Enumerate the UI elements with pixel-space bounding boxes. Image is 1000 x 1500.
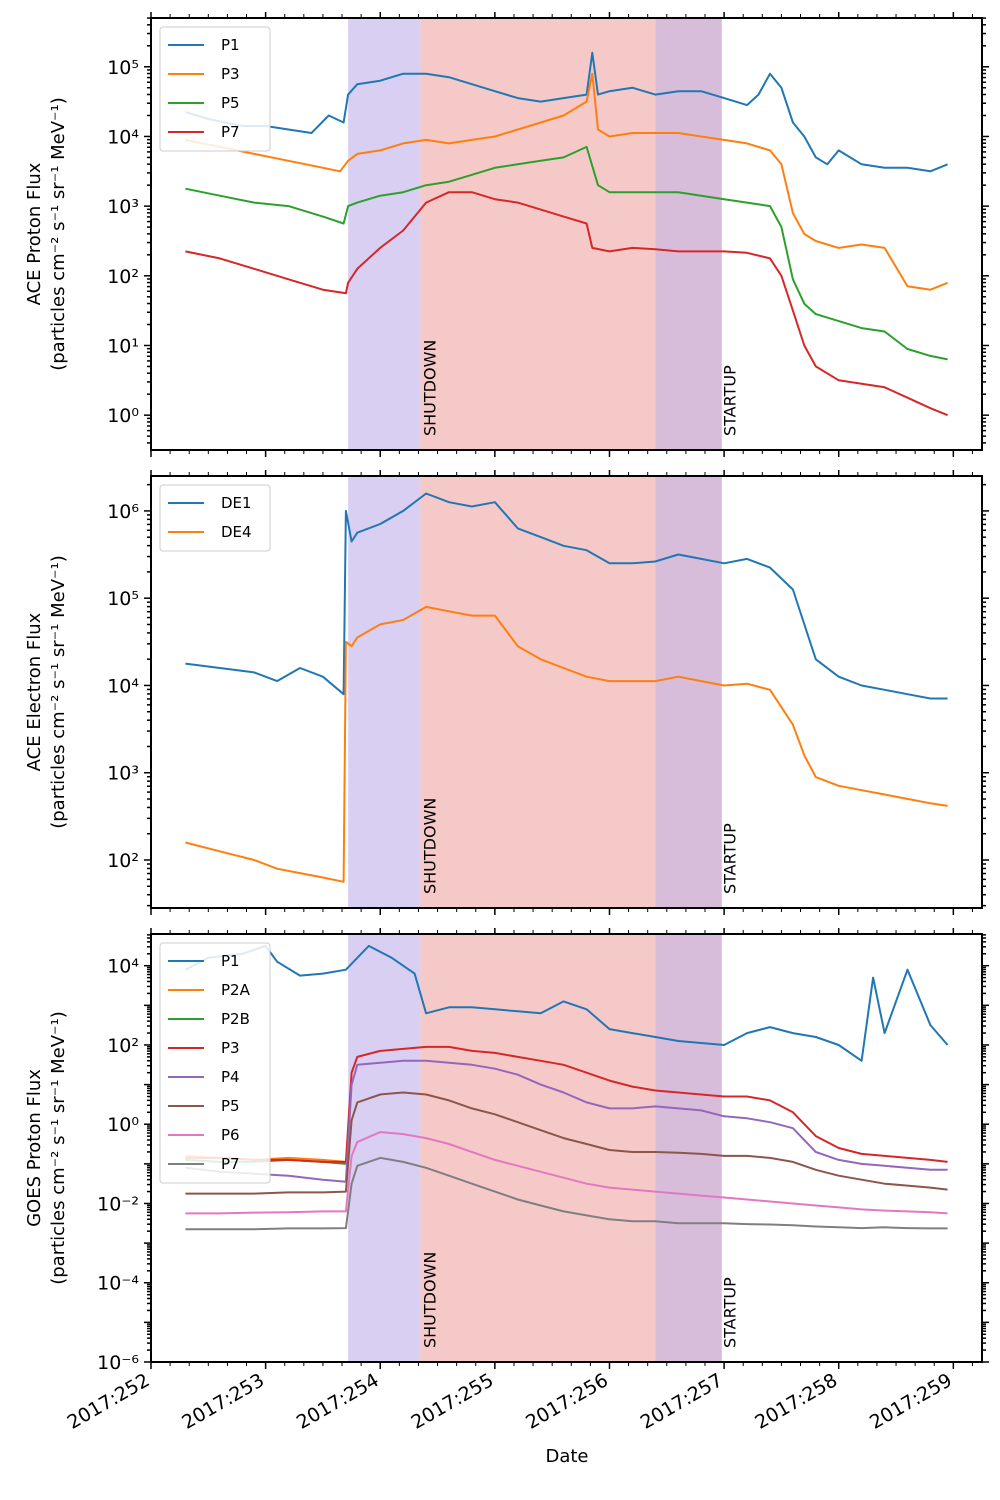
legend-item-p6: P6	[221, 1126, 240, 1144]
shaded-region-1	[348, 934, 421, 1362]
y-axis-label: ACE Proton Flux (particles cm⁻² s⁻¹ sr⁻¹ …	[24, 97, 69, 371]
legend-item-de1: DE1	[221, 494, 252, 512]
annotation-shutdown: SHUTDOWN	[420, 798, 439, 894]
series-line-de1	[185, 492, 948, 700]
y-tick-label: 10⁵	[107, 588, 139, 610]
shaded-region-3	[655, 476, 722, 908]
y-axis-label-line-2: (particles cm⁻² s⁻¹ sr⁻¹ MeV⁻¹)	[48, 1011, 69, 1285]
x-axis-label: Date	[545, 1446, 588, 1467]
y-tick-label: 10⁰	[107, 405, 139, 427]
panels: SHUTDOWN STARTUP 10⁰ 10¹ 10² 10³ 10⁴ 10⁵ ACE Pro…	[24, 12, 989, 1434]
shaded-region-2	[420, 18, 656, 450]
x-tick-label: 2017:252	[64, 1369, 154, 1434]
annotation-startup: STARTUP	[721, 823, 740, 894]
shaded-region-1	[348, 476, 421, 908]
series-group	[185, 51, 948, 417]
y-axis-label-line-1: ACE Proton Flux	[24, 162, 45, 305]
legend-item-p1: P1	[221, 36, 240, 54]
legend-item-p1: P1	[221, 952, 240, 970]
axes-frame	[150, 475, 983, 909]
legend-box	[159, 484, 271, 552]
series-group	[185, 492, 948, 883]
annotation-startup: STARTUP	[721, 365, 740, 436]
legend-box	[159, 942, 271, 1184]
x-tick-labels: 2017:252 2017:253 2017:254 2017:255 2017:256…	[64, 1369, 956, 1434]
legend-item-p7: P7	[221, 123, 240, 141]
series-line-p7	[185, 191, 948, 417]
series-line-de4	[185, 605, 948, 883]
y-tick-label: 10⁵	[107, 57, 139, 79]
series-line-p7	[185, 1156, 948, 1231]
series-line-p3	[185, 72, 948, 291]
shaded-region-2	[420, 476, 656, 908]
y-axis-label-line-2: (particles cm⁻² s⁻¹ sr⁻¹ MeV⁻¹)	[48, 97, 69, 371]
legend-item-p3: P3	[221, 65, 240, 83]
y-tick-label: 10⁻²	[97, 1193, 139, 1215]
y-axis-label-line-2: (particles cm⁻² s⁻¹ sr⁻¹ MeV⁻¹)	[48, 555, 69, 829]
y-tick-label: 10⁴	[107, 126, 139, 148]
x-tick-label: 2017:259	[866, 1369, 956, 1434]
series-line-p1	[184, 944, 949, 1062]
y-tick-label: 10³	[107, 196, 139, 218]
y-axis-label: GOES Proton Flux (particles cm⁻² s⁻¹ sr⁻¹…	[24, 1011, 69, 1285]
x-tick-label: 2017:253	[178, 1369, 268, 1434]
y-tick-label: 10⁴	[107, 956, 139, 978]
axes-frame	[150, 933, 983, 1363]
x-tick-label: 2017:254	[293, 1369, 383, 1434]
legend: DE1 DE4	[159, 484, 271, 552]
annotation-startup: STARTUP	[721, 1277, 740, 1348]
y-tick-label: 10⁻⁴	[97, 1273, 139, 1295]
y-tick-label: 10²	[107, 266, 139, 288]
series-line-p5	[185, 1091, 948, 1195]
y-axis-label: ACE Electron Flux (particles cm⁻² s⁻¹ sr⁻…	[24, 555, 69, 829]
legend-item-de4: DE4	[221, 523, 252, 541]
x-tick-label: 2017:258	[751, 1369, 841, 1434]
legend: P1 P3 P5 P7	[159, 26, 271, 152]
legend-item-p4: P4	[221, 1068, 240, 1086]
y-axis-label-line-1: ACE Electron Flux	[24, 612, 45, 771]
series-line-p1	[185, 51, 948, 173]
panel-1: SHUTDOWN STARTUP 10⁰ 10¹ 10² 10³ 10⁴ 10⁵ ACE Pro…	[24, 12, 989, 457]
y-tick-label: 10¹	[107, 335, 139, 357]
shaded-region-3	[655, 934, 722, 1362]
y-axis-label-line-1: GOES Proton Flux	[24, 1069, 45, 1227]
legend-item-p5: P5	[221, 94, 240, 112]
legend-box	[159, 26, 271, 152]
legend-item-p2a: P2A	[221, 981, 251, 999]
x-tick-label: 2017:255	[408, 1369, 498, 1434]
series-line-p5	[185, 145, 948, 361]
panel-3: SHUTDOWN STARTUP 10⁻⁶ 10⁻⁴ 10⁻² 10⁰ 10² 10⁴ GOES…	[24, 928, 989, 1374]
x-tick-label: 2017:257	[637, 1369, 727, 1434]
legend-item-p5: P5	[221, 1097, 240, 1115]
y-tick-label: 10⁴	[107, 675, 139, 697]
x-tick-label: 2017:256	[522, 1369, 612, 1434]
y-tick-label: 10⁰	[107, 1114, 139, 1136]
y-tick-label: 10⁻⁶	[97, 1352, 139, 1374]
series-line-p6	[185, 1131, 948, 1215]
y-tick-label: 10³	[107, 763, 139, 785]
annotation-shutdown: SHUTDOWN	[420, 1252, 439, 1348]
legend-item-p7: P7	[221, 1155, 240, 1173]
legend: P1 P2A P2B P3 P4 P5 P6 P7	[159, 942, 271, 1184]
panel-2: SHUTDOWN STARTUP 10² 10³ 10⁴ 10⁵ 10⁶ ACE Electr…	[24, 470, 989, 915]
y-tick-label: 10²	[107, 1035, 139, 1057]
series-group	[184, 944, 949, 1231]
legend-item-p2b: P2B	[221, 1010, 250, 1028]
annotation-shutdown: SHUTDOWN	[420, 340, 439, 436]
shaded-region-3	[655, 18, 722, 450]
y-tick-label: 10²	[107, 850, 139, 872]
legend-item-p3: P3	[221, 1039, 240, 1057]
series-line-p4	[185, 1059, 948, 1183]
shaded-region-1	[348, 18, 421, 450]
shaded-region-2	[420, 934, 656, 1362]
y-tick-label: 10⁶	[107, 501, 139, 523]
